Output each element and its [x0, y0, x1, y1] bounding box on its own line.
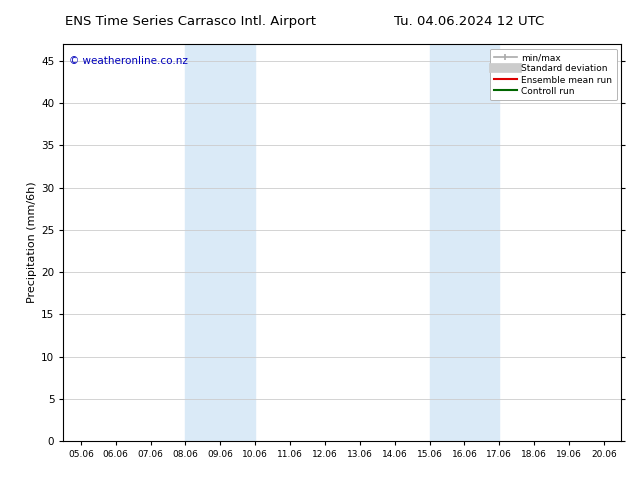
- Legend: min/max, Standard deviation, Ensemble mean run, Controll run: min/max, Standard deviation, Ensemble me…: [489, 49, 617, 100]
- Text: ENS Time Series Carrasco Intl. Airport: ENS Time Series Carrasco Intl. Airport: [65, 15, 316, 28]
- Text: Tu. 04.06.2024 12 UTC: Tu. 04.06.2024 12 UTC: [394, 15, 544, 28]
- Bar: [185, 44, 255, 441]
- Bar: [429, 44, 500, 441]
- Y-axis label: Precipitation (mm/6h): Precipitation (mm/6h): [27, 182, 37, 303]
- Text: © weatheronline.co.nz: © weatheronline.co.nz: [69, 56, 188, 66]
